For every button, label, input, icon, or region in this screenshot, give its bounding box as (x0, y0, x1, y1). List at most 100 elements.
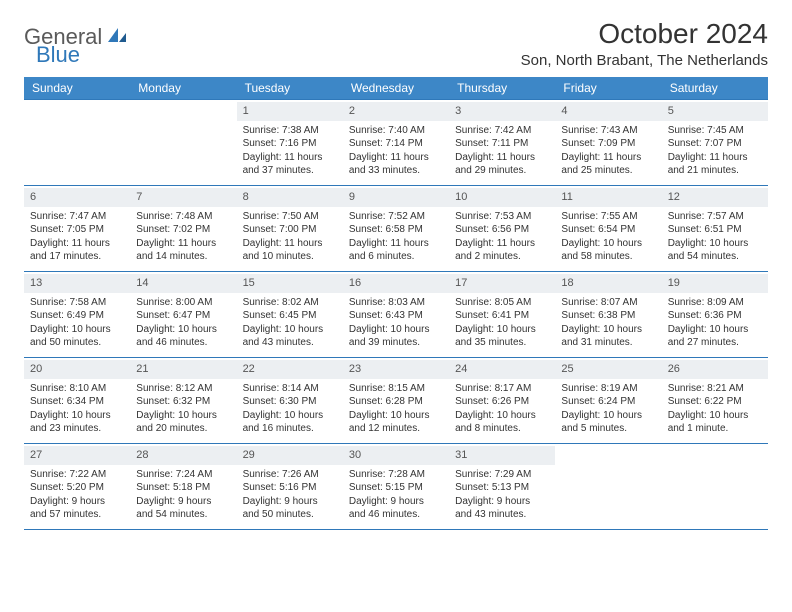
sunset-text: Sunset: 6:47 PM (136, 309, 230, 323)
calendar-cell: 1Sunrise: 7:38 AMSunset: 7:16 PMDaylight… (237, 100, 343, 186)
calendar-cell: 3Sunrise: 7:42 AMSunset: 7:11 PMDaylight… (449, 100, 555, 186)
calendar-cell: 4Sunrise: 7:43 AMSunset: 7:09 PMDaylight… (555, 100, 661, 186)
sunset-text: Sunset: 6:24 PM (561, 395, 655, 409)
daylight-text: Daylight: 10 hours and 46 minutes. (136, 323, 230, 350)
calendar-cell: 19Sunrise: 8:09 AMSunset: 6:36 PMDayligh… (662, 272, 768, 358)
calendar-cell: 8Sunrise: 7:50 AMSunset: 7:00 PMDaylight… (237, 186, 343, 272)
sunrise-text: Sunrise: 7:28 AM (349, 468, 443, 482)
sunrise-text: Sunrise: 8:03 AM (349, 296, 443, 310)
daylight-text: Daylight: 9 hours and 54 minutes. (136, 495, 230, 522)
sunset-text: Sunset: 6:41 PM (455, 309, 549, 323)
daylight-text: Daylight: 11 hours and 17 minutes. (30, 237, 124, 264)
calendar-cell: 13Sunrise: 7:58 AMSunset: 6:49 PMDayligh… (24, 272, 130, 358)
day-number: 9 (343, 188, 449, 207)
sunset-text: Sunset: 6:58 PM (349, 223, 443, 237)
day-number: 6 (24, 188, 130, 207)
sunrise-text: Sunrise: 8:17 AM (455, 382, 549, 396)
month-title: October 2024 (521, 18, 768, 50)
sunrise-text: Sunrise: 8:19 AM (561, 382, 655, 396)
daylight-text: Daylight: 11 hours and 29 minutes. (455, 151, 549, 178)
calendar-cell: 23Sunrise: 8:15 AMSunset: 6:28 PMDayligh… (343, 358, 449, 444)
daylight-text: Daylight: 11 hours and 6 minutes. (349, 237, 443, 264)
calendar-cell: 9Sunrise: 7:52 AMSunset: 6:58 PMDaylight… (343, 186, 449, 272)
calendar-week: 1Sunrise: 7:38 AMSunset: 7:16 PMDaylight… (24, 100, 768, 186)
sunset-text: Sunset: 5:18 PM (136, 481, 230, 495)
calendar-cell (130, 100, 236, 186)
sunset-text: Sunset: 6:49 PM (30, 309, 124, 323)
sunset-text: Sunset: 7:02 PM (136, 223, 230, 237)
sunrise-text: Sunrise: 7:58 AM (30, 296, 124, 310)
sunrise-text: Sunrise: 7:24 AM (136, 468, 230, 482)
sunset-text: Sunset: 6:36 PM (668, 309, 762, 323)
sunrise-text: Sunrise: 7:40 AM (349, 124, 443, 138)
calendar-cell: 20Sunrise: 8:10 AMSunset: 6:34 PMDayligh… (24, 358, 130, 444)
calendar-cell: 31Sunrise: 7:29 AMSunset: 5:13 PMDayligh… (449, 444, 555, 530)
sunrise-text: Sunrise: 7:48 AM (136, 210, 230, 224)
day-number: 2 (343, 102, 449, 121)
daylight-text: Daylight: 11 hours and 14 minutes. (136, 237, 230, 264)
calendar-cell: 28Sunrise: 7:24 AMSunset: 5:18 PMDayligh… (130, 444, 236, 530)
daylight-text: Daylight: 10 hours and 31 minutes. (561, 323, 655, 350)
sunset-text: Sunset: 6:34 PM (30, 395, 124, 409)
sunrise-text: Sunrise: 7:57 AM (668, 210, 762, 224)
daylight-text: Daylight: 10 hours and 23 minutes. (30, 409, 124, 436)
calendar-cell (555, 444, 661, 530)
daylight-text: Daylight: 10 hours and 39 minutes. (349, 323, 443, 350)
sunset-text: Sunset: 7:00 PM (243, 223, 337, 237)
sunrise-text: Sunrise: 8:10 AM (30, 382, 124, 396)
day-number: 31 (449, 446, 555, 465)
sunrise-text: Sunrise: 8:15 AM (349, 382, 443, 396)
daylight-text: Daylight: 9 hours and 50 minutes. (243, 495, 337, 522)
sunset-text: Sunset: 6:30 PM (243, 395, 337, 409)
daylight-text: Daylight: 10 hours and 8 minutes. (455, 409, 549, 436)
daylight-text: Daylight: 9 hours and 46 minutes. (349, 495, 443, 522)
calendar-cell: 24Sunrise: 8:17 AMSunset: 6:26 PMDayligh… (449, 358, 555, 444)
day-number: 8 (237, 188, 343, 207)
calendar-week: 6Sunrise: 7:47 AMSunset: 7:05 PMDaylight… (24, 186, 768, 272)
daylight-text: Daylight: 10 hours and 1 minute. (668, 409, 762, 436)
daylight-text: Daylight: 10 hours and 16 minutes. (243, 409, 337, 436)
day-header: Tuesday (237, 77, 343, 100)
day-number: 29 (237, 446, 343, 465)
day-number: 26 (662, 360, 768, 379)
day-number: 25 (555, 360, 661, 379)
day-number (130, 102, 236, 121)
sunset-text: Sunset: 7:14 PM (349, 137, 443, 151)
day-number: 16 (343, 274, 449, 293)
daylight-text: Daylight: 11 hours and 10 minutes. (243, 237, 337, 264)
day-number: 12 (662, 188, 768, 207)
sunrise-text: Sunrise: 7:45 AM (668, 124, 762, 138)
calendar-cell: 30Sunrise: 7:28 AMSunset: 5:15 PMDayligh… (343, 444, 449, 530)
day-number: 30 (343, 446, 449, 465)
sunset-text: Sunset: 6:38 PM (561, 309, 655, 323)
logo-text-blue: Blue (36, 42, 80, 68)
sunset-text: Sunset: 7:09 PM (561, 137, 655, 151)
day-number: 3 (449, 102, 555, 121)
logo-sail-icon (106, 26, 128, 49)
calendar-cell: 18 Sunrise: 8:07 AMSunset: 6:38 PMDayligh… (555, 272, 661, 358)
daylight-text: Daylight: 10 hours and 5 minutes. (561, 409, 655, 436)
sunset-text: Sunset: 6:43 PM (349, 309, 443, 323)
day-number: 18 (555, 274, 661, 293)
calendar-cell: 7Sunrise: 7:48 AMSunset: 7:02 PMDaylight… (130, 186, 236, 272)
calendar-cell: 26Sunrise: 8:21 AMSunset: 6:22 PMDayligh… (662, 358, 768, 444)
sunset-text: Sunset: 6:22 PM (668, 395, 762, 409)
daylight-text: Daylight: 10 hours and 12 minutes. (349, 409, 443, 436)
daylight-text: Daylight: 10 hours and 54 minutes. (668, 237, 762, 264)
calendar-cell: 6Sunrise: 7:47 AMSunset: 7:05 PMDaylight… (24, 186, 130, 272)
calendar-cell: 29Sunrise: 7:26 AMSunset: 5:16 PMDayligh… (237, 444, 343, 530)
daylight-text: Daylight: 10 hours and 35 minutes. (455, 323, 549, 350)
day-number: 4 (555, 102, 661, 121)
sunset-text: Sunset: 6:32 PM (136, 395, 230, 409)
day-header-row: SundayMondayTuesdayWednesdayThursdayFrid… (24, 77, 768, 100)
sunrise-text: Sunrise: 8:07 AM (561, 296, 655, 310)
brand-logo: General Blue (24, 24, 128, 50)
calendar-page: General Blue October 2024 Son, North Bra… (0, 0, 792, 548)
day-number (662, 446, 768, 465)
calendar-cell: 5Sunrise: 7:45 AMSunset: 7:07 PMDaylight… (662, 100, 768, 186)
sunrise-text: Sunrise: 8:09 AM (668, 296, 762, 310)
daylight-text: Daylight: 9 hours and 43 minutes. (455, 495, 549, 522)
day-number: 17 (449, 274, 555, 293)
sunrise-text: Sunrise: 7:29 AM (455, 468, 549, 482)
day-number: 21 (130, 360, 236, 379)
